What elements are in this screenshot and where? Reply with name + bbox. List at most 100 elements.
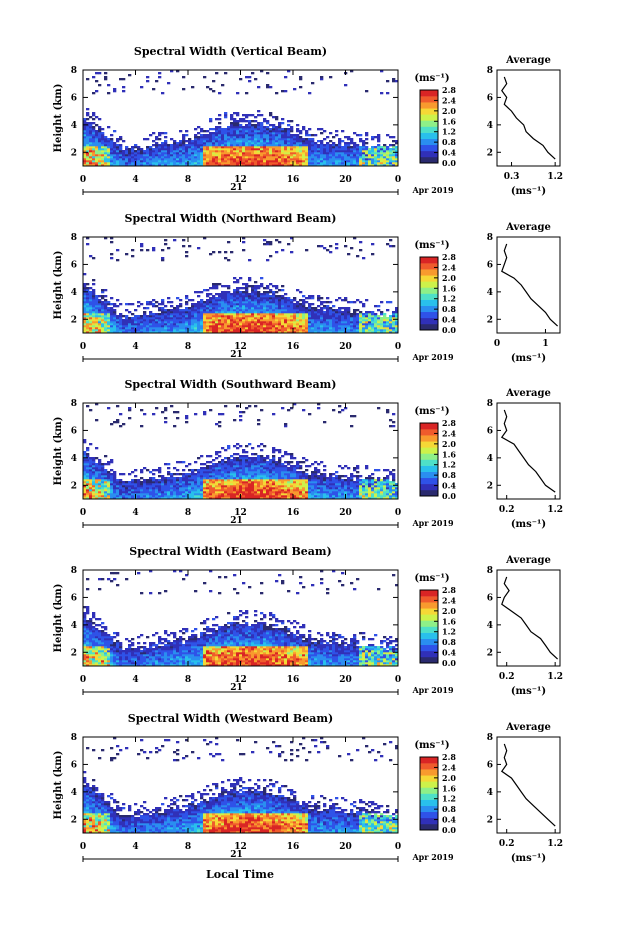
heatmap-cell	[146, 491, 150, 494]
heatmap-cell	[317, 144, 321, 147]
heatmap-cell	[185, 497, 189, 500]
heatmap-cell	[191, 491, 195, 494]
heatmap-cell	[359, 249, 363, 252]
heatmap-cell	[191, 471, 195, 474]
heatmap-cell	[275, 321, 279, 324]
heatmap-cell	[107, 463, 111, 466]
heatmap-cell	[188, 495, 192, 498]
heatmap-cell	[107, 483, 111, 486]
heatmap-cell	[89, 315, 93, 318]
heatmap-cell	[296, 140, 300, 143]
heatmap-cell	[95, 315, 99, 318]
heatmap-cell	[137, 319, 141, 322]
heatmap-cell	[362, 329, 366, 332]
heatmap-cell	[167, 327, 171, 330]
heatmap-cell	[137, 491, 141, 494]
heatmap-cell	[281, 497, 285, 500]
heatmap-cell	[263, 481, 267, 484]
heatmap-cell	[371, 323, 375, 326]
heatmap-cell	[233, 461, 237, 464]
heatmap-cell	[266, 469, 270, 472]
heatmap-cell	[128, 303, 132, 306]
heatmap-cell	[155, 491, 159, 494]
heatmap-cell	[329, 251, 333, 254]
heatmap-cell	[395, 307, 399, 310]
heatmap-cell	[254, 453, 258, 456]
heatmap-cell	[191, 152, 195, 155]
heatmap-cell	[257, 419, 261, 422]
heatmap-cell	[185, 495, 189, 498]
heatmap-cell	[263, 120, 267, 123]
heatmap-cell	[227, 331, 231, 334]
heatmap-cell	[326, 301, 330, 304]
heatmap-cell	[257, 325, 261, 328]
heatmap-cell	[317, 317, 321, 320]
heatmap-cell	[227, 158, 231, 161]
heatmap-cell	[227, 481, 231, 484]
heatmap-cell	[149, 134, 153, 137]
colorbar: 0.00.40.81.21.62.02.42.8	[419, 252, 456, 335]
heatmap-cell	[140, 243, 144, 246]
heatmap-cell	[392, 327, 396, 330]
heatmap-cell	[308, 162, 312, 165]
heatmap-cell	[212, 140, 216, 143]
heatmap-cell	[329, 150, 333, 153]
heatmap-cell	[191, 154, 195, 157]
heatmap-cell	[92, 293, 96, 296]
heatmap-cell	[254, 299, 258, 302]
heatmap-cell	[236, 313, 240, 316]
heatmap-cell	[266, 317, 270, 320]
heatmap-cell	[269, 156, 273, 159]
heatmap-cell	[110, 423, 114, 426]
heatmap-cell	[344, 84, 348, 87]
heatmap-cell	[101, 146, 105, 149]
heatmap-cell	[101, 313, 105, 316]
heatmap-cell	[107, 160, 111, 163]
heatmap-cell	[374, 325, 378, 328]
heatmap-cell	[386, 92, 390, 95]
heatmap-cell	[356, 162, 360, 165]
heatmap-cell	[278, 489, 282, 492]
heatmap-cell	[248, 295, 252, 298]
heatmap-cell	[350, 148, 354, 151]
heatmap-cell	[236, 325, 240, 328]
heatmap-cell	[323, 315, 327, 318]
heatmap-cell	[257, 315, 261, 318]
heatmap-cell	[239, 291, 243, 294]
heatmap-cell	[173, 154, 177, 157]
heatmap-cell	[92, 112, 96, 115]
heatmap-cell	[182, 329, 186, 332]
heatmap-cell	[227, 154, 231, 157]
heatmap-cell	[89, 477, 93, 480]
heatmap-cell	[215, 325, 219, 328]
heatmap-cell	[377, 154, 381, 157]
heatmap-cell	[206, 142, 210, 145]
heatmap-cell	[281, 303, 285, 306]
heatmap-cell	[245, 459, 249, 462]
heatmap-cell	[263, 154, 267, 157]
heatmap-cell	[149, 489, 153, 492]
heatmap-cell	[257, 313, 261, 316]
heatmap-cell	[227, 144, 231, 147]
heatmap-cell	[212, 134, 216, 137]
heatmap-cell	[215, 493, 219, 496]
heatmap-cell	[86, 108, 90, 111]
heatmap-cell	[272, 295, 276, 298]
heatmap-cell	[254, 471, 258, 474]
heatmap-cell	[347, 146, 351, 149]
heatmap-cell	[290, 319, 294, 322]
heatmap-cell	[245, 124, 249, 127]
heatmap-cell	[158, 313, 162, 316]
heatmap-cell	[260, 285, 264, 288]
heatmap-cell	[290, 156, 294, 159]
heatmap-cell	[227, 473, 231, 476]
heatmap-cell	[263, 144, 267, 147]
heatmap-cell	[212, 80, 216, 83]
heatmap-cell	[185, 327, 189, 330]
heatmap-cell	[371, 154, 375, 157]
heatmap-cell	[224, 477, 228, 480]
heatmap-cell	[389, 329, 393, 332]
heatmap-cell	[92, 132, 96, 135]
heatmap-cell	[107, 303, 111, 306]
heatmap-cell	[98, 156, 102, 159]
